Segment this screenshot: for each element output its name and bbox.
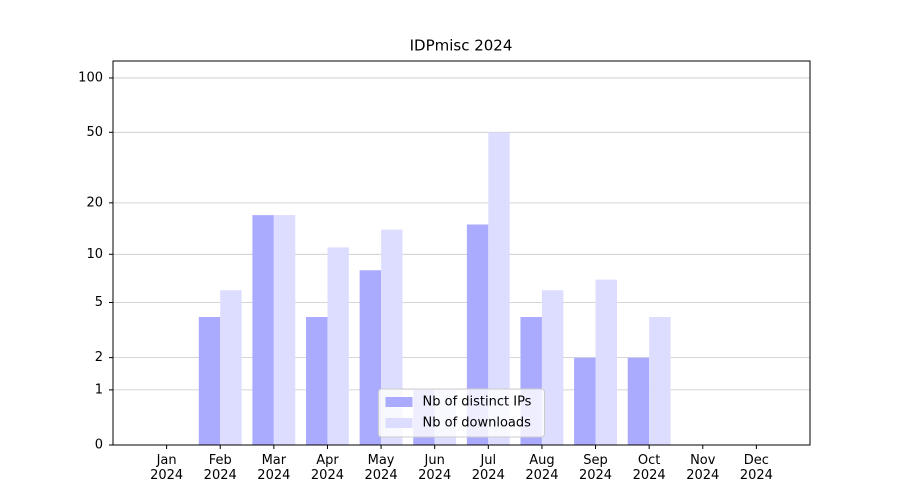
y-tick-label: 100 [78,70,103,85]
x-tick-label: Mar 2024 [257,453,291,483]
legend-swatch [385,418,413,428]
y-tick-label: 10 [86,247,103,262]
legend-swatch [385,397,413,407]
y-tick-label: 0 [95,438,103,453]
bar [273,215,296,445]
x-tick-label: Jul 2024 [471,453,505,483]
x-tick-label: May 2024 [364,453,398,483]
x-tick-label: Nov 2024 [686,453,720,483]
x-tick-label: Feb 2024 [203,453,237,483]
x-tick-label: Sep 2024 [578,453,613,483]
bar [649,317,671,445]
bar [252,215,274,445]
x-tick-label: Oct 2024 [632,453,666,483]
legend-label: Nb of downloads [423,416,532,431]
bar [359,270,382,445]
y-tick-label: 20 [86,195,103,210]
x-tick-label: Jan 2024 [150,453,184,483]
bar [595,279,617,445]
bar [488,132,510,446]
plot-frame [112,60,811,446]
y-tick-label: 1 [95,382,103,397]
bar [627,357,650,445]
bar [327,247,349,445]
x-tick-label: Apr 2024 [310,453,344,483]
y-tick-label: 2 [95,350,103,365]
bar [306,317,328,445]
y-tick-label: 5 [95,295,103,310]
bar [220,290,242,445]
bar [574,357,596,445]
y-tick-label: 50 [86,125,103,140]
legend: Nb of distinct IPs Nb of downloads [378,388,545,438]
x-tick-label: Dec 2024 [739,453,773,483]
bar [198,317,221,445]
x-tick-label: Jun 2024 [418,453,452,483]
x-tick-label: Aug 2024 [525,453,559,483]
bar [541,290,564,445]
chart-title: IDPmisc 2024 [410,37,513,55]
legend-label: Nb of distinct IPs [423,395,532,410]
legend-box [378,388,545,438]
